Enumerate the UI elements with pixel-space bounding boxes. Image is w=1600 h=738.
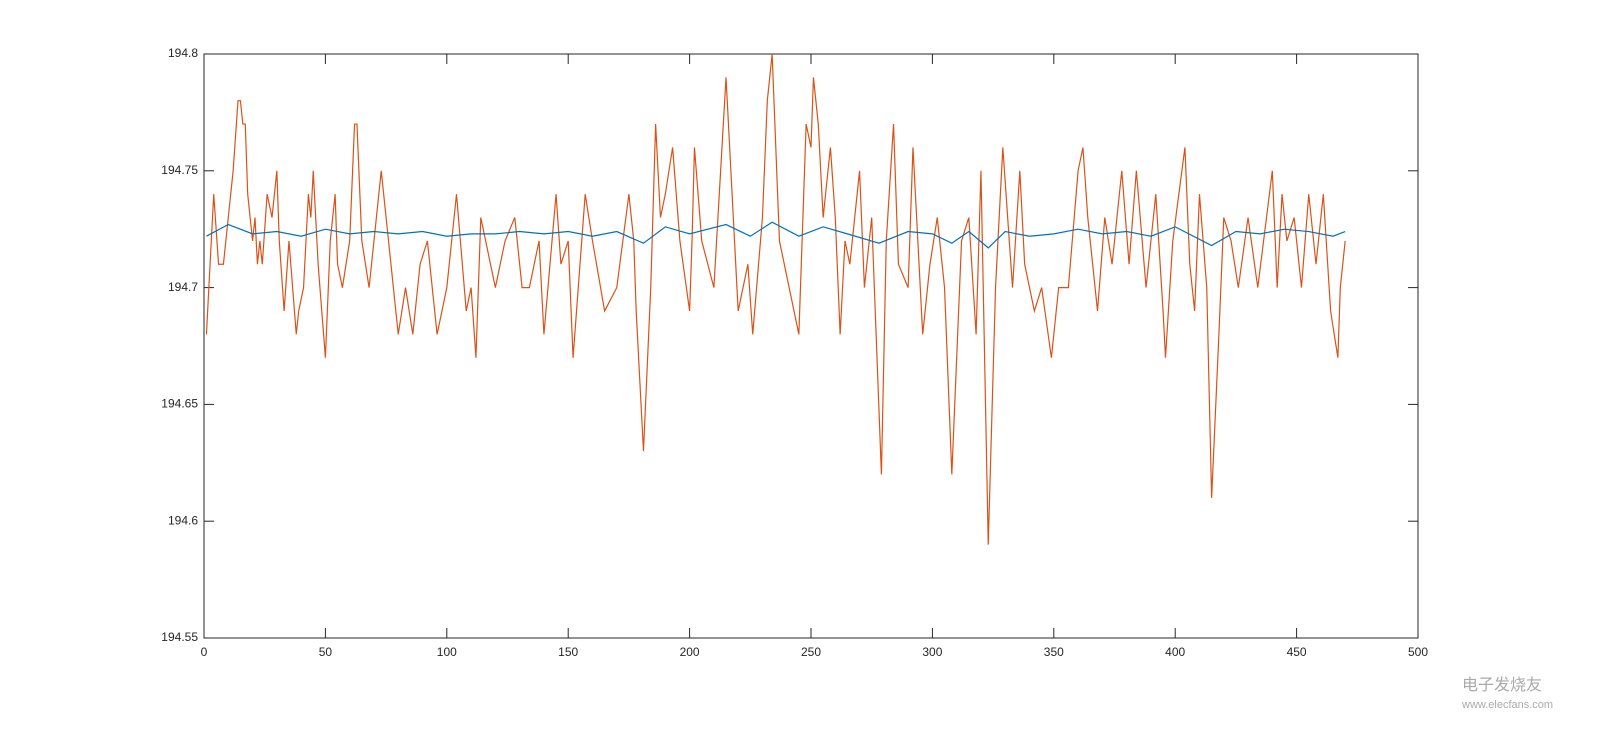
x-tick-label: 400 <box>1165 645 1185 659</box>
watermark: 电子发烧友 <box>1462 676 1542 694</box>
series-line <box>206 221 1346 249</box>
y-tick-label: 194.75 <box>161 163 198 177</box>
y-tick-label: 194.6 <box>168 513 198 527</box>
x-tick-label: 0 <box>201 645 208 659</box>
x-tick-label: 200 <box>680 645 700 659</box>
y-tick-label: 194.7 <box>168 280 198 294</box>
x-tick-label: 350 <box>1044 645 1064 659</box>
y-tick-label: 194.8 <box>168 46 198 60</box>
y-tick-label: 194.55 <box>161 630 198 644</box>
series-line <box>205 53 1346 545</box>
watermark: www.elecfans.com <box>1461 699 1553 711</box>
x-tick-label: 300 <box>922 645 942 659</box>
x-tick-label: 150 <box>558 645 578 659</box>
x-tick-label: 50 <box>319 645 333 659</box>
x-tick-label: 450 <box>1287 645 1307 659</box>
x-tick-label: 500 <box>1408 645 1428 659</box>
x-tick-label: 100 <box>437 645 457 659</box>
x-tick-label: 250 <box>801 645 821 659</box>
y-tick-label: 194.65 <box>161 397 198 411</box>
